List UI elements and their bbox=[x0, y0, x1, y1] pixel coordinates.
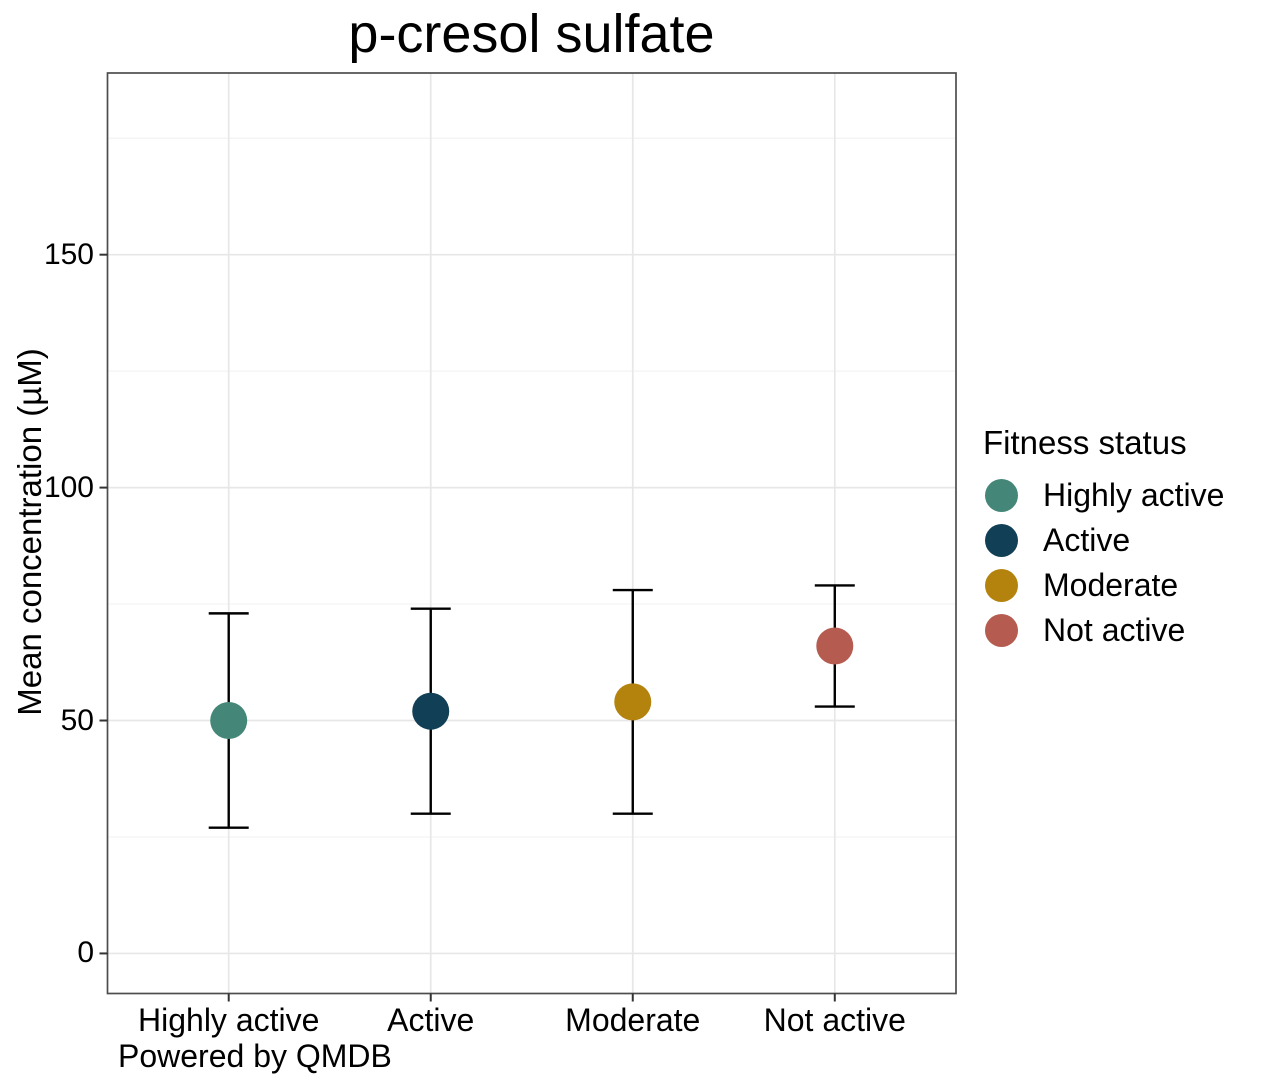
x-tick-label: Moderate bbox=[565, 1002, 701, 1038]
data-point bbox=[816, 627, 854, 665]
legend-item: Not active bbox=[985, 608, 1185, 652]
legend-item-label: Not active bbox=[1043, 611, 1186, 648]
chart-title: p-cresol sulfate bbox=[348, 4, 715, 64]
data-point bbox=[412, 692, 450, 730]
legend-key-circle-icon bbox=[985, 613, 1018, 647]
legend-key-circle-icon bbox=[985, 568, 1018, 602]
x-tick-label: Highly active bbox=[138, 1002, 320, 1038]
data-point bbox=[614, 683, 652, 721]
y-tick-label: 0 bbox=[77, 936, 94, 970]
legend-item-label: Moderate bbox=[1043, 566, 1179, 603]
data-point bbox=[210, 702, 248, 740]
legend-key-circle-icon bbox=[985, 478, 1018, 512]
legend-key-circle-icon bbox=[985, 523, 1018, 557]
legend-item-label: Highly active bbox=[1043, 476, 1225, 513]
legend-item-label: Active bbox=[1043, 521, 1131, 558]
y-tick-label: 100 bbox=[43, 470, 94, 504]
legend-item: Active bbox=[985, 518, 1130, 562]
legend-item: Highly active bbox=[985, 473, 1224, 517]
caption-powered-by: Powered by QMDB bbox=[118, 1038, 392, 1074]
legend-item: Moderate bbox=[985, 563, 1178, 607]
y-tick-label: 150 bbox=[43, 237, 94, 271]
y-tick-label: 50 bbox=[60, 703, 94, 737]
panel-border bbox=[106, 72, 957, 995]
legend-title: Fitness status bbox=[983, 424, 1187, 461]
x-tick-label: Not active bbox=[763, 1002, 906, 1038]
x-tick-label: Active bbox=[387, 1002, 475, 1038]
